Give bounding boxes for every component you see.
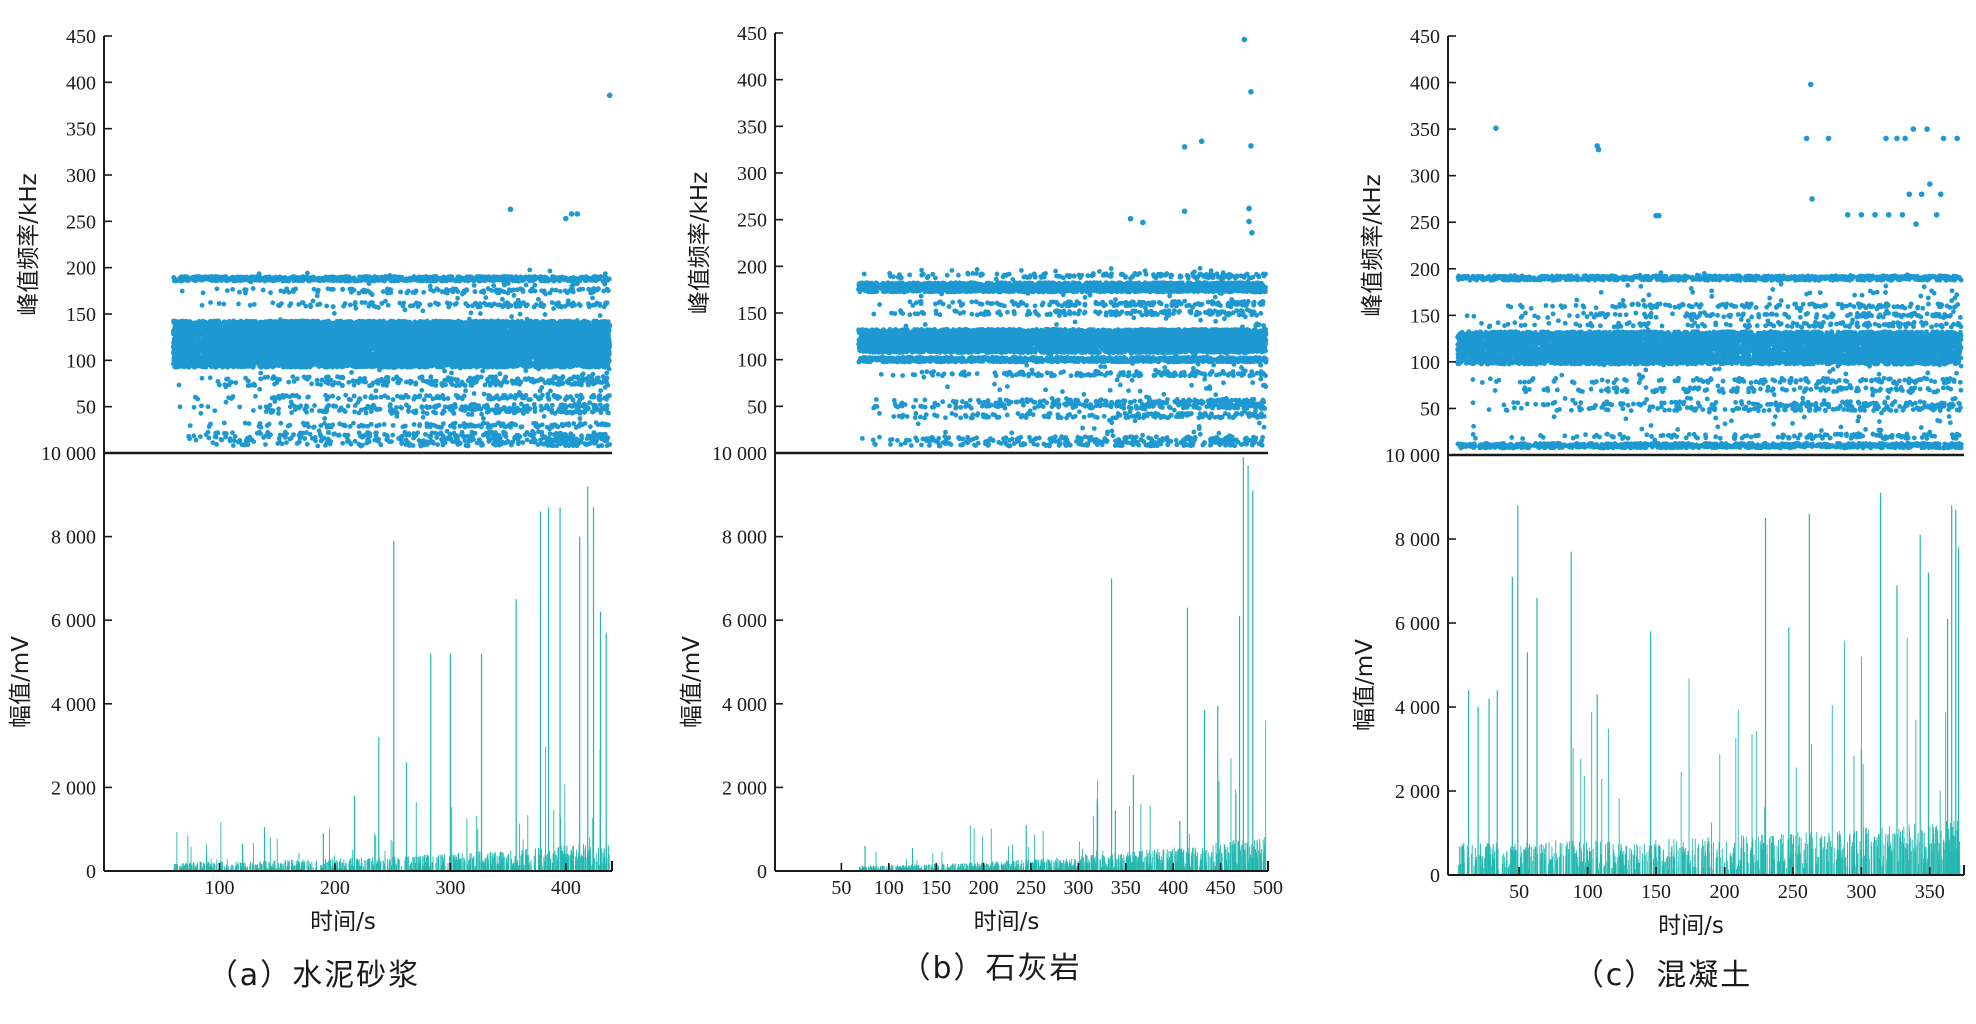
scatter-point [512, 350, 518, 355]
scatter-point [508, 359, 514, 365]
scatter-point [519, 360, 525, 365]
scatter-point [365, 350, 370, 356]
scatter-point [411, 358, 416, 364]
scatter-point [251, 364, 256, 370]
scatter-point [483, 354, 489, 360]
scatter-point [344, 349, 350, 355]
scatter-point [576, 354, 582, 360]
scatter-point [415, 359, 420, 364]
scatter-point [357, 363, 362, 369]
scatter-point [329, 350, 335, 356]
scatter-point [595, 359, 601, 365]
scatter-point [339, 360, 345, 365]
scatter-point [407, 355, 413, 360]
scatter-point [405, 359, 410, 365]
scatter-point [221, 350, 227, 356]
scatter-point [186, 360, 191, 365]
scatter-point [585, 364, 591, 370]
scatter-point [425, 364, 431, 370]
scatter-point [518, 345, 524, 351]
scatter-point [315, 350, 321, 356]
scatter-point [507, 354, 512, 360]
scatter-point [500, 359, 506, 365]
scatter-point [264, 364, 269, 370]
scatter-point [300, 364, 306, 370]
amplitude-bars [173, 486, 610, 871]
scatter-point [460, 346, 466, 351]
scatter-point [225, 364, 231, 370]
scatter-point [487, 359, 493, 365]
scatter-point [384, 355, 390, 360]
scatter-point [562, 355, 568, 361]
peak-frequency-scatter [170, 92, 613, 449]
scatter-point [524, 359, 530, 364]
scatter-point [451, 359, 457, 365]
scatter-point [304, 354, 310, 360]
scatter-point [280, 364, 286, 370]
scatter-point [494, 350, 500, 356]
scatter-point [447, 359, 452, 365]
scatter-point [225, 350, 231, 356]
scatter-point [474, 354, 480, 360]
scatter-point [289, 364, 295, 370]
scatter-point [490, 364, 495, 370]
scatter-point [424, 350, 430, 355]
scatter-point [360, 350, 366, 356]
scatter-point [324, 350, 329, 356]
scatter-point [481, 359, 486, 365]
scatter-point [354, 359, 360, 365]
scatter-point [191, 364, 197, 370]
